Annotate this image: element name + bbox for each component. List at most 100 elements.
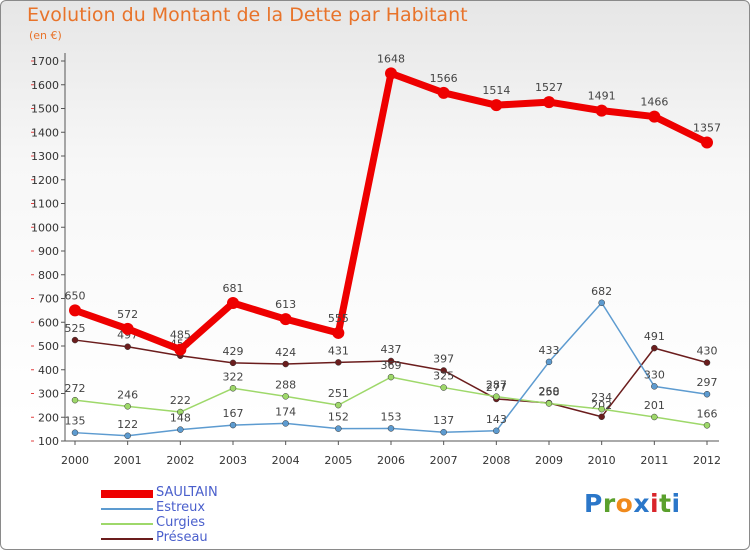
data-point (545, 400, 553, 407)
data-label: 174 (275, 405, 296, 418)
legend-swatch (101, 490, 153, 498)
x-tick-label: 2008 (482, 454, 510, 467)
data-point (121, 322, 134, 335)
data-label: 260 (539, 385, 560, 398)
data-label: 135 (65, 415, 86, 428)
data-label: 613 (275, 298, 296, 311)
data-label: 258 (539, 385, 560, 398)
data-point (440, 384, 447, 391)
data-point (703, 422, 711, 429)
y-tick-label: 1200 (31, 174, 59, 187)
data-point (490, 99, 503, 112)
data-label: 288 (275, 378, 296, 391)
data-point (703, 390, 711, 398)
logo-letter: i (650, 489, 660, 518)
data-label: 431 (328, 344, 349, 357)
chart-subtitle: (en €) (29, 29, 62, 42)
data-label: 167 (223, 407, 244, 420)
y-tick-label: 1600 (31, 79, 59, 92)
data-point (701, 136, 713, 149)
data-label: 148 (170, 412, 191, 425)
logo-letter: o (615, 489, 634, 518)
x-tick-label: 2000 (61, 454, 89, 467)
logo-letter: P (584, 489, 603, 518)
series-line (71, 69, 711, 354)
logo-letter: i (671, 489, 681, 518)
data-point (598, 413, 605, 421)
data-label: 222 (170, 394, 191, 407)
legend-label: Préseau (156, 530, 208, 545)
data-point (227, 297, 239, 310)
data-point (440, 428, 447, 436)
data-label: 287 (486, 379, 507, 392)
y-tick-label: 900 (38, 245, 59, 258)
data-point (440, 367, 447, 374)
data-point (71, 336, 79, 344)
data-point (335, 401, 342, 409)
data-label: 429 (223, 345, 244, 358)
data-label: 153 (381, 410, 402, 423)
data-point (335, 359, 342, 366)
legend-label: SAULTAIN (156, 485, 218, 500)
x-tick-label: 2009 (535, 454, 563, 467)
data-point (69, 304, 81, 317)
data-point (493, 427, 500, 435)
y-tick-label: 400 (38, 364, 59, 377)
legend-label: Curgies (156, 515, 206, 530)
data-label: 122 (117, 418, 138, 431)
logo-letter: t (659, 489, 672, 518)
data-label: 152 (328, 411, 349, 424)
data-label: 430 (697, 345, 718, 358)
logo-letter: x (633, 489, 650, 518)
data-label: 397 (433, 352, 454, 365)
y-tick-label: 700 (38, 293, 59, 306)
data-point (124, 403, 131, 410)
data-point (387, 357, 395, 365)
y-tick-label: 1100 (31, 198, 59, 211)
x-tick-label: 2011 (640, 454, 668, 467)
data-point (282, 420, 289, 427)
y-tick-label: 100 (38, 435, 59, 448)
data-label: 485 (170, 329, 191, 342)
data-label: 650 (65, 289, 86, 302)
data-point (595, 104, 608, 117)
data-point (648, 110, 661, 123)
x-tick-label: 2005 (324, 454, 352, 467)
data-point (229, 385, 237, 392)
data-point (177, 408, 184, 416)
data-label: 137 (433, 414, 454, 427)
series-curgies: 272 246 222 322 288 251 369 325 287 258 234 201 166 (65, 359, 718, 429)
legend-swatch (101, 523, 153, 525)
data-label: 681 (223, 282, 244, 295)
series-estreux: 135 122 148 167 174 152 153 137 143 433 682 330 297 (65, 285, 718, 440)
data-label: 1466 (640, 96, 668, 109)
logo-letter: r (602, 489, 616, 518)
data-label: 1648 (377, 52, 405, 65)
data-label: 143 (486, 413, 507, 426)
x-tick-label: 2002 (166, 454, 194, 467)
data-point (174, 343, 187, 356)
data-label: 682 (591, 285, 612, 298)
data-point (543, 96, 555, 109)
series-préseau: 525497459429424431437397277260202491430 (65, 322, 718, 421)
x-tick-label: 2003 (219, 454, 247, 467)
data-point (651, 344, 658, 352)
x-tick-label: 2012 (693, 454, 721, 467)
data-point (332, 326, 345, 339)
data-label: 1357 (693, 121, 721, 134)
data-point (493, 393, 500, 400)
x-tick-label: 2001 (114, 454, 142, 467)
data-point (229, 359, 237, 367)
data-label: 330 (644, 368, 665, 381)
data-point (177, 426, 184, 433)
y-tick-label: 600 (38, 316, 59, 329)
data-label: 251 (328, 387, 349, 400)
x-tick-label: 2006 (377, 454, 405, 467)
data-point (279, 313, 292, 326)
data-label: 572 (117, 308, 138, 321)
data-point (385, 67, 397, 80)
x-tick-label: 2007 (430, 454, 458, 467)
data-label: 272 (65, 382, 86, 395)
data-point (703, 359, 711, 366)
